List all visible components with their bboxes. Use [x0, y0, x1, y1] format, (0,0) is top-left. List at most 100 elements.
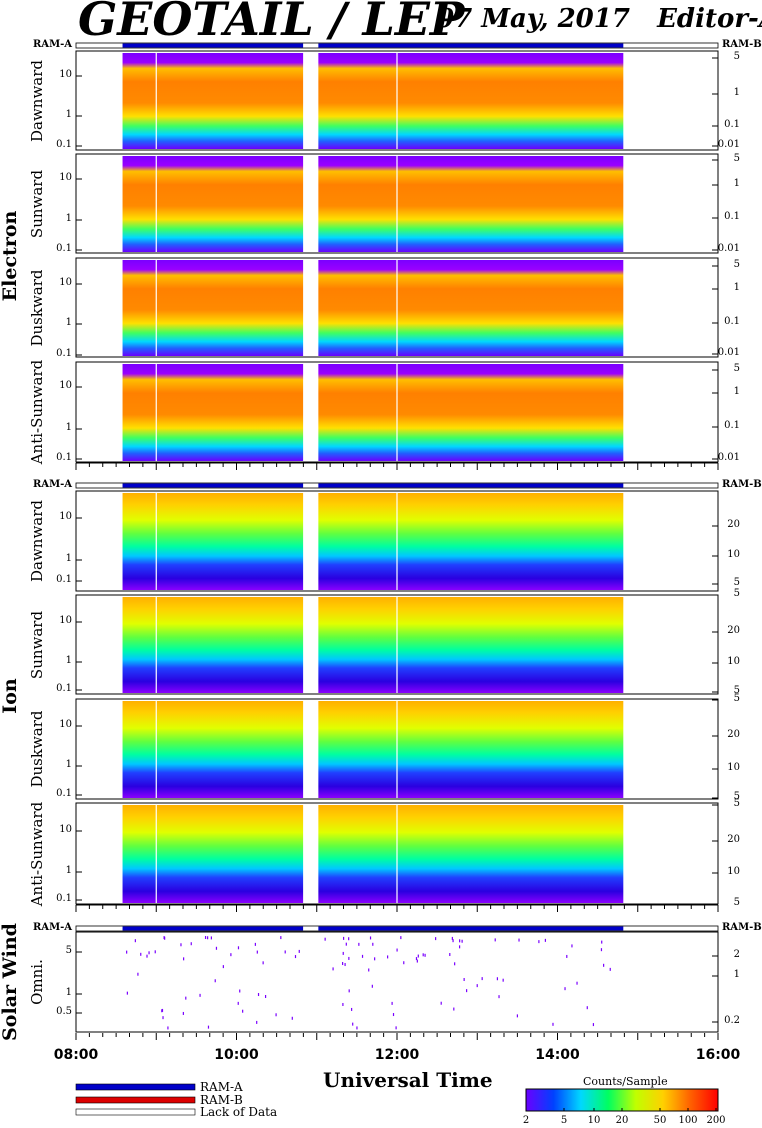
panel-sw-omni — [75, 931, 719, 1033]
colorbar-tick-label: 200 — [706, 1115, 726, 1126]
right-tick-label: 0.01 — [717, 347, 740, 358]
data-block — [122, 53, 304, 149]
right-tick-label: 5 — [733, 798, 740, 809]
data-block — [318, 364, 624, 461]
omni-point — [215, 946, 218, 950]
right-tick-label: 5 — [733, 897, 740, 908]
omni-point — [603, 963, 605, 967]
omni-point — [449, 953, 451, 957]
omni-point — [392, 1013, 395, 1017]
omni-point — [395, 1026, 397, 1030]
ram-bar — [122, 483, 624, 488]
omni-point — [348, 989, 350, 993]
panel-e-dawn — [75, 50, 719, 151]
omni-point — [387, 955, 389, 959]
omni-point — [237, 946, 240, 950]
omni-point — [207, 1025, 210, 1029]
right-tick-label: 1 — [733, 969, 740, 980]
y-tick-label: 1 — [65, 109, 72, 120]
omni-point — [566, 954, 568, 958]
y-tick-label: 1 — [65, 553, 72, 564]
data-block — [122, 701, 304, 798]
omni-point — [415, 957, 418, 961]
omni-point — [257, 993, 260, 997]
ram-b-label: RAM-B — [722, 479, 762, 490]
direction-label-i-anti: Anti-Sunward — [28, 801, 46, 906]
omni-point — [126, 950, 128, 954]
right-tick-label: 5 — [733, 363, 740, 374]
panel-i-dawn — [75, 490, 719, 592]
omni-point — [204, 936, 207, 940]
ram-bar-gap — [303, 43, 319, 48]
omni-point — [190, 942, 192, 946]
omni-point — [237, 1001, 239, 1005]
right-tick-label: 0.1 — [724, 316, 740, 327]
omni-point — [361, 954, 364, 958]
y-tick-label: 10 — [59, 719, 72, 730]
right-tick-label: 0.1 — [724, 211, 740, 222]
data-block — [122, 364, 304, 461]
right-tick-label: 0.2 — [724, 1015, 740, 1026]
right-tick-label: 0.1 — [724, 119, 740, 130]
ram-b-label: RAM-B — [722, 39, 762, 50]
omni-point — [400, 936, 402, 940]
right-tick-label: 5 — [733, 588, 740, 599]
omni-point — [344, 963, 346, 967]
legend-ram-b: RAM-B — [200, 1093, 243, 1107]
omni-point — [538, 940, 540, 944]
omni-point — [242, 1009, 244, 1013]
omni-point — [496, 977, 499, 981]
right-tick-label: 10 — [727, 656, 740, 667]
colorbar-tick-label: 2 — [522, 1115, 530, 1126]
ram-bar-gap — [303, 483, 319, 488]
omni-point — [342, 962, 344, 966]
direction-label-i-sun: Sunward — [28, 610, 46, 679]
data-block — [122, 156, 304, 252]
omni-point — [345, 942, 347, 946]
omni-point — [342, 951, 344, 955]
omni-point — [294, 955, 297, 959]
y-tick-label: 1 — [65, 865, 72, 876]
right-tick-label: 20 — [727, 729, 740, 740]
y-tick-label: 0.1 — [56, 348, 72, 359]
panel-i-sun — [75, 594, 719, 695]
legend-ram-a: RAM-A — [200, 1080, 243, 1094]
omni-point — [372, 942, 374, 946]
omni-point — [609, 967, 611, 971]
colorbar-tick-label: 20 — [615, 1115, 629, 1126]
omni-point — [403, 961, 405, 965]
panel-e-dusk — [75, 257, 719, 358]
omni-point — [164, 936, 166, 940]
omni-point — [140, 952, 142, 956]
omni-point — [461, 939, 463, 943]
omni-point — [453, 1007, 455, 1011]
ram-bar — [122, 43, 624, 48]
legend-bar-ram-b — [75, 1096, 196, 1104]
ram-bar — [122, 926, 624, 931]
y-tick-label: 5 — [65, 945, 72, 956]
omni-point — [463, 978, 465, 982]
data-block — [318, 156, 624, 252]
ram-b-label: RAM-B — [722, 922, 762, 933]
legend-bar-lack — [75, 1108, 196, 1116]
omni-point — [458, 945, 461, 949]
omni-point — [371, 984, 373, 988]
right-tick-label: 5 — [733, 693, 740, 704]
omni-point — [356, 1026, 358, 1030]
omni-point — [343, 936, 345, 940]
omni-point — [348, 956, 350, 960]
data-block — [318, 493, 624, 590]
colorbar — [525, 1088, 719, 1112]
omni-point — [275, 1013, 277, 1017]
omni-point — [368, 968, 370, 972]
omni-point — [148, 951, 150, 955]
omni-point — [126, 991, 128, 995]
omni-point — [424, 953, 426, 957]
omni-point — [210, 936, 212, 940]
y-tick-label: 1 — [65, 317, 72, 328]
omni-point — [230, 953, 232, 957]
data-block — [122, 493, 304, 590]
panel-i-anti — [75, 802, 719, 905]
omni-point — [182, 1011, 184, 1015]
panel-i-dusk — [75, 698, 719, 800]
